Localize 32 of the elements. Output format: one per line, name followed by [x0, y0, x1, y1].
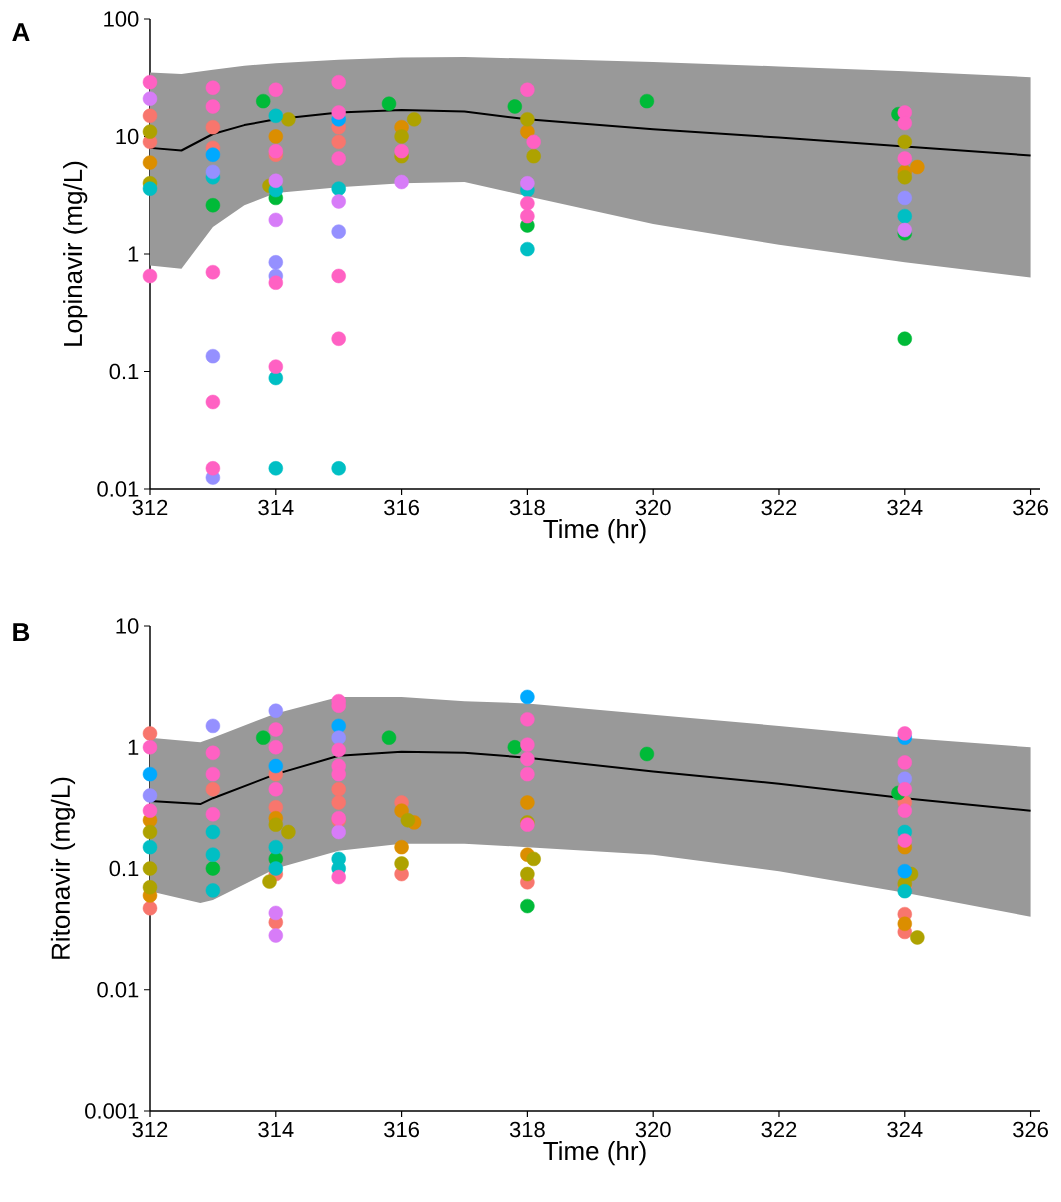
y-tick-label: 0.001 — [85, 1103, 139, 1119]
chart-title: A — [12, 23, 30, 42]
y-tick-label: 1 — [128, 739, 139, 755]
x-tick-label: 320 — [635, 1121, 671, 1138]
y-tick-label: 10 — [116, 128, 139, 145]
x-tick-label: 320 — [635, 499, 671, 516]
x-tick-label: 326 — [1013, 499, 1048, 516]
y-tick-label: 0.01 — [97, 981, 139, 998]
y-tick-label: 0.1 — [109, 860, 139, 877]
x-tick-label: 312 — [132, 499, 168, 516]
x-tick-label: 316 — [384, 1121, 419, 1138]
y-tick-label: 1 — [128, 246, 139, 262]
chart-title: B — [13, 623, 30, 642]
y-tick-label: 0.01 — [97, 481, 139, 497]
y-axis-title: Ritonavir (mg/L) — [50, 777, 76, 959]
x-tick-label: 312 — [132, 1121, 168, 1138]
y-tick-label: 0.1 — [109, 363, 139, 380]
x-tick-label: 322 — [761, 499, 797, 516]
x-tick-label: 318 — [509, 1121, 545, 1138]
x-tick-label: 314 — [258, 499, 294, 516]
y-axis-title: Lopinavir (mg/L) — [63, 161, 88, 346]
x-tick-label: 322 — [761, 1121, 797, 1138]
y-tick-label: 10 — [116, 618, 139, 634]
x-axis-title: Time (hr) — [543, 519, 646, 544]
x-tick-label: 316 — [384, 499, 419, 516]
x-tick-label: 326 — [1013, 1121, 1048, 1138]
x-tick-label: 318 — [509, 499, 545, 516]
x-tick-label: 324 — [887, 1121, 923, 1138]
x-tick-label: 324 — [887, 499, 923, 516]
x-tick-label: 314 — [258, 1121, 294, 1138]
y-tick-label: 100 — [104, 11, 139, 27]
x-axis-title: Time (hr) — [543, 1141, 646, 1166]
